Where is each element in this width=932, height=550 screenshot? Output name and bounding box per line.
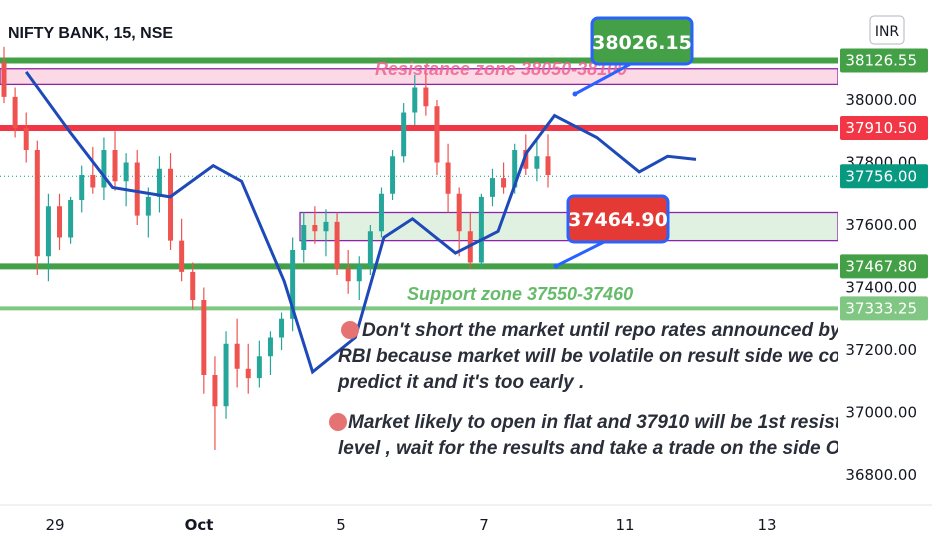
candle-body xyxy=(90,175,96,188)
callout-value: 37464.90 xyxy=(568,209,668,231)
callout-pointer-dot xyxy=(553,263,559,269)
currency-button-frame[interactable] xyxy=(869,15,905,45)
price-tag-label: 37467.80 xyxy=(845,257,917,275)
moving-average-line xyxy=(24,71,697,375)
price-tick-label: 37600.00 xyxy=(845,216,917,234)
note-line: level , wait for the results and take a … xyxy=(338,438,920,459)
note-line: RBI because market will be volatile on r… xyxy=(338,346,870,367)
candle-body xyxy=(378,193,384,232)
price-tick-label: 36800.00 xyxy=(845,466,917,484)
candle-body xyxy=(489,178,495,197)
candle-body xyxy=(179,240,185,272)
candle-body xyxy=(223,343,229,407)
candle-body xyxy=(334,221,340,269)
note-bullet-icon xyxy=(329,413,347,431)
callout-pointer-dot xyxy=(572,91,578,97)
resistance-zone-label: Resistance zone 38050-38100 xyxy=(375,59,627,79)
candle-body xyxy=(1,62,7,97)
time-axis[interactable]: 29 Oct 5 7 11 13 xyxy=(0,504,932,534)
candle-body xyxy=(57,206,63,238)
candle-body xyxy=(445,162,451,194)
annotations-layer: Resistance zone 38050-38100 Support zone … xyxy=(329,16,920,459)
price-tag-label: 37756.00 xyxy=(845,167,917,185)
note-line: Market likely to open in flat and 37910 … xyxy=(348,412,885,433)
note-line: Don't short the market until repo rates … xyxy=(362,320,875,341)
candle-body xyxy=(501,178,507,188)
candle-body xyxy=(401,112,407,157)
price-tag xyxy=(840,115,928,140)
candle-body xyxy=(101,150,107,188)
price-tag-label: 37333.25 xyxy=(845,299,917,317)
candle-body xyxy=(301,225,307,250)
candle-body xyxy=(123,162,129,182)
candle-body xyxy=(534,156,540,169)
price-axis[interactable]: 38000.0037800.0037600.0037400.0037200.00… xyxy=(838,0,932,550)
time-tick-label: 7 xyxy=(479,516,489,534)
price-tick-label: 38000.00 xyxy=(845,91,917,109)
candle-body xyxy=(190,271,196,300)
candle-body xyxy=(168,168,174,241)
candle-body xyxy=(256,356,262,379)
callout-pointer xyxy=(574,58,639,96)
candle-body xyxy=(434,106,440,163)
callout-box xyxy=(590,16,694,66)
time-tick-label: 5 xyxy=(336,516,346,534)
candle-body xyxy=(290,250,296,319)
price-tag xyxy=(840,164,928,189)
price-tick-label: 37200.00 xyxy=(845,341,917,359)
candle-body xyxy=(367,231,373,266)
time-tick-label: 11 xyxy=(615,516,634,534)
candle-body xyxy=(323,221,329,232)
time-tick-label: Oct xyxy=(185,516,214,534)
price-tag xyxy=(840,48,928,73)
note-bullet-icon xyxy=(341,321,359,339)
candle-body xyxy=(79,175,85,200)
price-tag-label: 38126.55 xyxy=(845,51,917,69)
candle-body xyxy=(145,196,151,216)
candle-body xyxy=(356,265,362,282)
candle-body xyxy=(312,225,318,232)
price-tick-label: 37400.00 xyxy=(845,279,917,297)
candle-body xyxy=(201,300,207,375)
symbol-title: NIFTY BANK, 15, NSE xyxy=(8,25,173,42)
price-tag xyxy=(840,296,928,321)
price-tag xyxy=(840,254,928,279)
candle-body xyxy=(478,196,484,263)
candle-body xyxy=(34,150,40,257)
candle-body xyxy=(212,375,218,407)
candle-body xyxy=(456,193,462,232)
candle-body xyxy=(523,150,529,169)
price-tick-label: 37000.00 xyxy=(845,404,917,422)
candle-body xyxy=(23,128,29,150)
candle-body xyxy=(112,150,118,182)
candle-body xyxy=(68,200,74,238)
time-tick-label: 13 xyxy=(757,516,776,534)
candle-body xyxy=(390,156,396,194)
candle-body xyxy=(545,156,551,175)
candle-body xyxy=(423,87,429,107)
candle-body xyxy=(12,96,18,129)
candle-body xyxy=(412,87,418,113)
candle-body xyxy=(512,150,518,188)
currency-button-label[interactable]: INR xyxy=(875,24,900,40)
candle-body xyxy=(134,162,140,216)
callout-value: 38026.15 xyxy=(592,32,692,54)
callout-box xyxy=(566,194,670,244)
currency-button[interactable]: INR xyxy=(869,15,905,45)
candle-body xyxy=(45,206,51,257)
candle-body xyxy=(245,368,251,379)
candle-body xyxy=(234,343,240,369)
level-lines-layer xyxy=(0,57,838,311)
support-zone-label: Support zone 37550-37460 xyxy=(407,284,633,304)
candle-body xyxy=(345,268,351,282)
candle-body xyxy=(267,337,273,357)
time-tick-label: 29 xyxy=(45,516,64,534)
candle-body xyxy=(156,168,162,197)
candle-body xyxy=(279,318,285,338)
candles-layer xyxy=(1,46,551,450)
note-line: predict it and it's too early . xyxy=(337,372,584,393)
price-tag-label: 37910.50 xyxy=(845,119,917,137)
